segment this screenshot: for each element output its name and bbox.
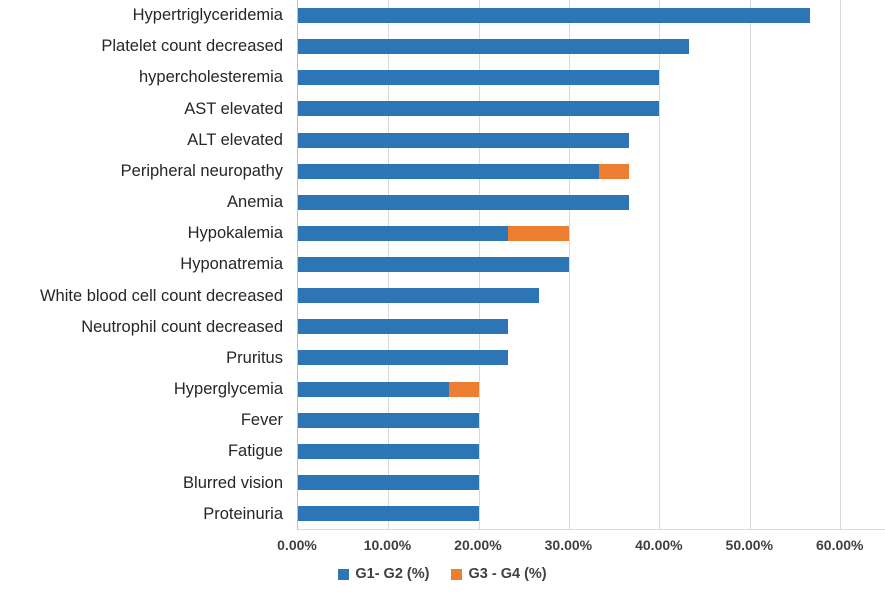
bar-segment-g1g2 <box>298 474 479 490</box>
legend: G1- G2 (%) G3 - G4 (%) <box>0 566 885 582</box>
category-label: Hypokalemia <box>187 224 283 243</box>
category-label: Blurred vision <box>183 473 283 492</box>
category-label: Anemia <box>227 193 283 212</box>
bar-segment-g1g2 <box>298 443 479 459</box>
bar-segment-g1g2 <box>298 350 509 366</box>
bar-segment-g1g2 <box>298 381 449 397</box>
category-label: Fatigue <box>227 442 283 461</box>
bar-rows <box>298 0 885 529</box>
x-axis-tick-label: 10.00% <box>363 537 412 553</box>
bar-stack <box>298 506 885 522</box>
bar-row <box>298 498 885 529</box>
bar-segment-g1g2 <box>298 163 599 179</box>
bar-stack <box>298 288 885 304</box>
bar-row <box>298 311 885 342</box>
bar-stack <box>298 381 885 397</box>
bar-segment-g1g2 <box>298 8 811 24</box>
category-label: Hyperglycemia <box>173 380 283 399</box>
bar-stack <box>298 319 885 335</box>
gridline <box>839 0 841 529</box>
legend-swatch-icon <box>338 568 350 580</box>
bar-segment-g3g4 <box>508 225 569 241</box>
bar-segment-g1g2 <box>298 194 630 210</box>
bar-segment-g1g2 <box>298 319 509 335</box>
bar-row <box>298 280 885 311</box>
bar-row <box>298 436 885 467</box>
category-label: Platelet count decreased <box>101 37 283 56</box>
bar-stack <box>298 474 885 490</box>
category-label: Hypertriglyceridemia <box>132 6 283 25</box>
bar-row <box>298 31 885 62</box>
bar-row <box>298 405 885 436</box>
plot-area <box>297 0 885 530</box>
category-label: White blood cell count decreased <box>39 286 283 305</box>
category-label: AST elevated <box>184 99 283 118</box>
bar-row <box>298 187 885 218</box>
bar-stack <box>298 194 885 210</box>
bar-stack <box>298 350 885 366</box>
bar-stack <box>298 412 885 428</box>
bar-segment-g3g4 <box>598 163 630 179</box>
bar-row <box>298 467 885 498</box>
bar-stack <box>298 8 885 24</box>
x-axis-tick-label: 20.00% <box>454 537 502 553</box>
bar-row <box>298 125 885 156</box>
bar-row <box>298 0 885 31</box>
category-label: Pruritus <box>226 348 283 367</box>
category-label: Peripheral neuropathy <box>120 161 283 180</box>
bar-segment-g1g2 <box>298 288 540 304</box>
legend-item: G3 - G4 (%) <box>451 566 547 582</box>
bar-row <box>298 156 885 187</box>
bar-stack <box>298 39 885 55</box>
legend-swatch-icon <box>451 568 463 580</box>
x-axis-tick-label: 0.00% <box>277 537 317 553</box>
legend-label: G1- G2 (%) <box>355 566 430 582</box>
bar-segment-g1g2 <box>298 101 660 117</box>
bar-row <box>298 93 885 124</box>
bar-stack <box>298 163 885 179</box>
category-label: Hyponatremia <box>180 255 283 274</box>
gridline <box>659 0 661 529</box>
x-axis-tick-label: 60.00% <box>816 537 864 553</box>
bar-segment-g1g2 <box>298 257 569 273</box>
bar-stack <box>298 70 885 86</box>
legend-item: G1- G2 (%) <box>338 566 429 582</box>
x-axis-tick-label: 30.00% <box>544 537 593 553</box>
bar-stack <box>298 257 885 273</box>
bar-stack <box>298 443 885 459</box>
bar-stack <box>298 225 885 241</box>
x-axis-tick-label: 50.00% <box>725 537 774 553</box>
category-label: ALT elevated <box>187 130 283 149</box>
category-label: Fever <box>240 411 283 430</box>
legend-label: G3 - G4 (%) <box>468 566 547 582</box>
gridline <box>749 0 751 529</box>
bar-row <box>298 342 885 373</box>
bar-segment-g1g2 <box>298 132 630 148</box>
bar-row <box>298 62 885 93</box>
bar-segment-g1g2 <box>298 39 690 55</box>
x-axis: 0.00% 10.00% 20.00% 30.00% 40.00% 50.00% 60.00… <box>277 537 885 557</box>
bar-segment-g3g4 <box>448 381 479 397</box>
bar-stack <box>298 101 885 117</box>
category-axis: Hypertriglyceridemia Platelet count decre… <box>0 0 290 530</box>
bar-segment-g1g2 <box>298 225 509 241</box>
bar-segment-g1g2 <box>298 70 660 86</box>
bar-row <box>298 374 885 405</box>
bar-stack <box>298 132 885 148</box>
category-label: Neutrophil count decreased <box>81 317 283 336</box>
gridline <box>568 0 570 529</box>
category-label: hypercholesteremia <box>139 68 283 87</box>
bar-row <box>298 249 885 280</box>
x-axis-tick-label: 40.00% <box>635 537 683 553</box>
bar-segment-g1g2 <box>298 412 479 428</box>
category-label: Proteinuria <box>203 504 283 523</box>
bar-segment-g1g2 <box>298 506 479 522</box>
bar-row <box>298 218 885 249</box>
